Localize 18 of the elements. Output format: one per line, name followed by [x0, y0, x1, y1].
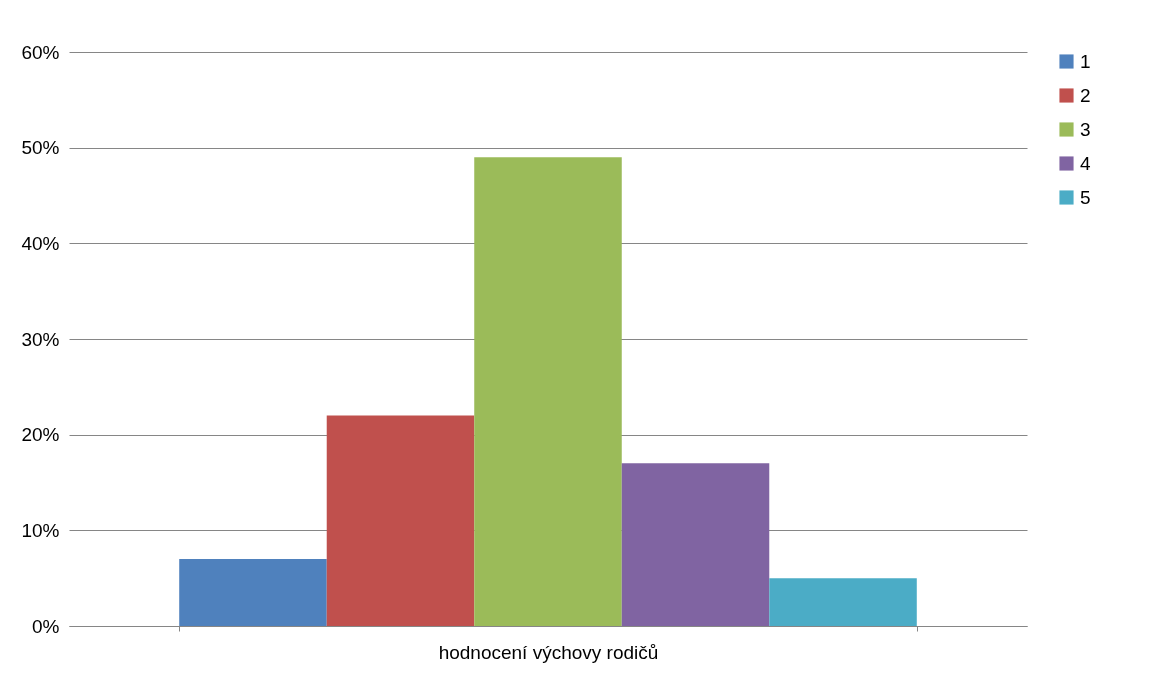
y-tick-label: 40% [21, 232, 60, 254]
bar [326, 415, 475, 626]
y-tick-label: 20% [21, 424, 60, 446]
legend-label: 2 [1080, 84, 1091, 106]
legend-label: 1 [1080, 50, 1091, 72]
legend-label: 5 [1080, 186, 1091, 208]
y-tick-label: 60% [21, 41, 60, 63]
y-tick-label: 10% [21, 519, 60, 541]
legend-label: 4 [1080, 152, 1091, 174]
bar [769, 578, 917, 626]
y-tick-label: 50% [21, 137, 60, 159]
y-tick-label: 0% [32, 615, 60, 637]
bar [179, 559, 327, 626]
y-tick-label: 30% [21, 328, 60, 350]
bar [621, 463, 770, 626]
legend-label: 3 [1080, 118, 1091, 140]
x-tick-label: hodnocení výchovy rodičů [438, 641, 659, 663]
bar [474, 157, 622, 626]
